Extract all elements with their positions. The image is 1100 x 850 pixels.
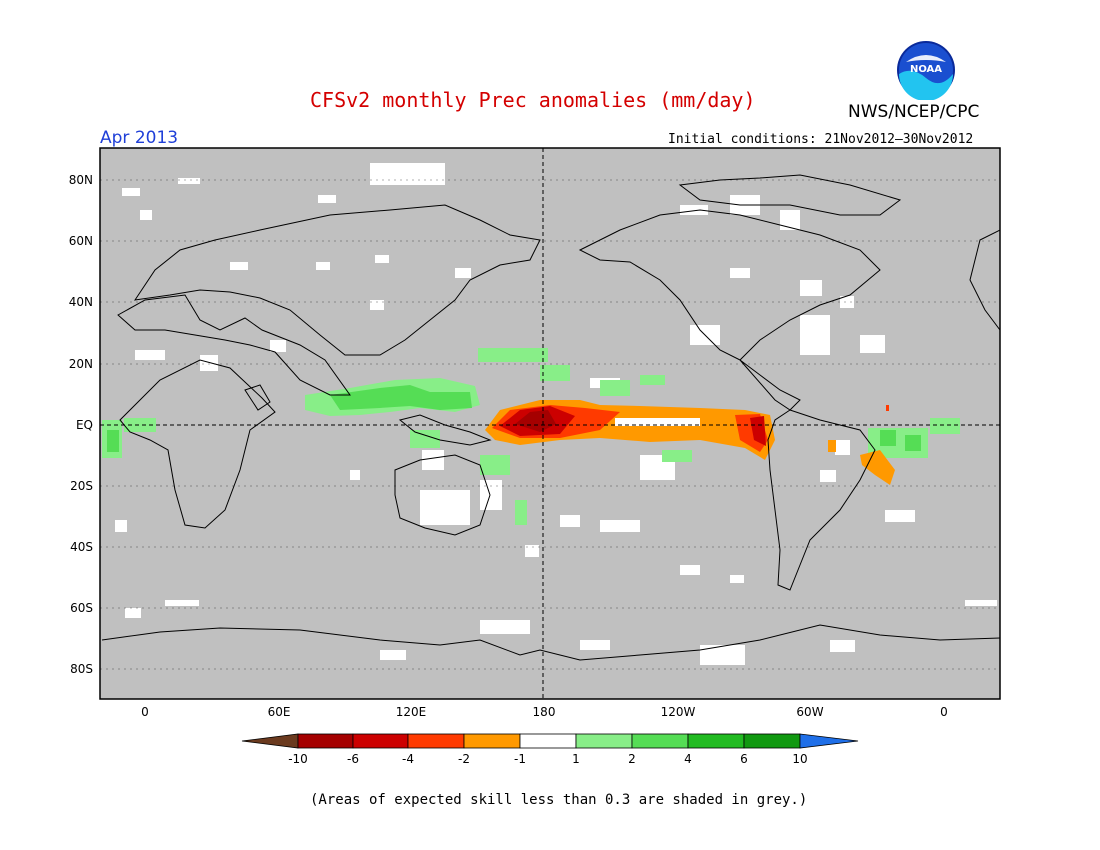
latitude-gridlines xyxy=(100,179,1000,670)
colorbar-segment xyxy=(575,733,633,749)
colorbar-label: 2 xyxy=(628,752,636,766)
colorbar-label: -2 xyxy=(458,752,470,766)
colorbar-segment xyxy=(631,733,689,749)
colorbar-label: -10 xyxy=(288,752,308,766)
skill-footnote: (Areas of expected skill less than 0.3 a… xyxy=(310,792,808,808)
colorbar-segment xyxy=(241,733,299,749)
lon-label: 120W xyxy=(661,705,696,719)
colorbar-labels: -10 -6 -4 -2 -1 1 2 4 6 10 xyxy=(288,752,807,766)
colorbar-label: -4 xyxy=(402,752,414,766)
colorbar-segment xyxy=(407,733,465,749)
logo-text: NOAA xyxy=(910,64,942,75)
lon-label: 0 xyxy=(940,705,948,719)
colorbar-segment xyxy=(799,733,859,749)
lon-label: 180 xyxy=(533,705,556,719)
colorbar-label: 1 xyxy=(572,752,580,766)
lat-label: 80N xyxy=(69,173,93,187)
lon-label: 60E xyxy=(268,705,291,719)
colorbar-label: 4 xyxy=(684,752,692,766)
lat-label: 40N xyxy=(69,295,93,309)
colorbar xyxy=(241,733,859,749)
coastlines xyxy=(101,174,1001,661)
agency-label: NWS/NCEP/CPC xyxy=(848,102,980,122)
colorbar-segment xyxy=(519,733,577,749)
lon-label: 60W xyxy=(796,705,823,719)
colorbar-segment xyxy=(687,733,745,749)
colorbar-label: 6 xyxy=(740,752,748,766)
lat-label: 20S xyxy=(70,479,93,493)
lon-label: 0 xyxy=(141,705,149,719)
colorbar-label: 10 xyxy=(792,752,807,766)
lat-label: 40S xyxy=(70,540,93,554)
lat-label: EQ xyxy=(76,418,93,432)
latitude-labels: 80N 60N 40N 20N EQ 20S 40S 60S 80S xyxy=(69,173,93,676)
chart-title: CFSv2 monthly Prec anomalies (mm/day) xyxy=(310,88,756,112)
noaa-logo: NOAA xyxy=(897,41,955,100)
negative-anomaly-patches xyxy=(485,400,895,485)
lon-label: 120E xyxy=(396,705,427,719)
longitude-labels: 0 60E 120E 180 120W 60W 0 xyxy=(141,705,948,719)
colorbar-segment xyxy=(297,733,354,749)
colorbar-segment xyxy=(743,733,801,749)
lat-label: 80S xyxy=(70,662,93,676)
lat-label: 60S xyxy=(70,601,93,615)
colorbar-label: -1 xyxy=(514,752,526,766)
lat-label: 60N xyxy=(69,234,93,248)
valid-month: Apr 2013 xyxy=(100,128,179,148)
initial-conditions: Initial conditions: 21Nov2012–30Nov2012 xyxy=(668,132,974,147)
lat-label: 20N xyxy=(69,357,93,371)
near-zero-patches xyxy=(115,163,997,665)
colorbar-label: -6 xyxy=(347,752,359,766)
positive-anomaly-patches xyxy=(102,348,960,525)
colorbar-segment xyxy=(463,733,521,749)
colorbar-segment xyxy=(352,733,409,749)
